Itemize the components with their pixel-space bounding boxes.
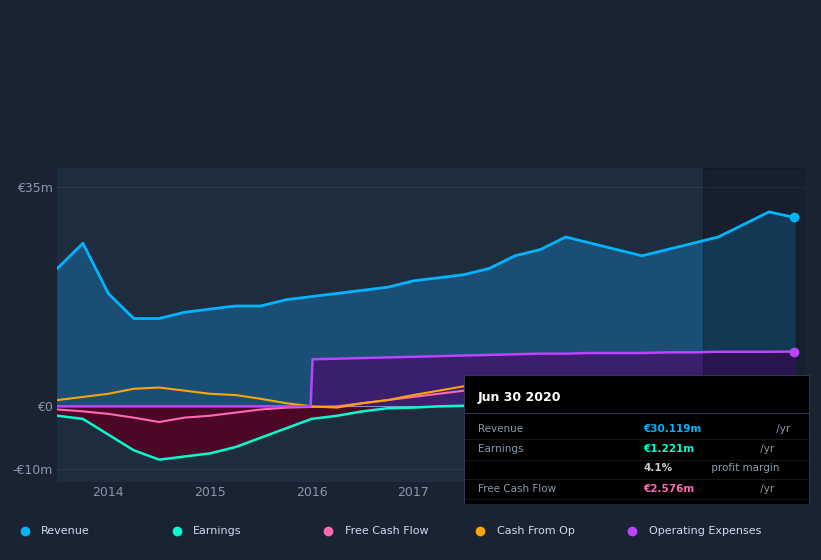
Text: Operating Expenses: Operating Expenses [478, 526, 583, 536]
Text: /yr: /yr [757, 526, 774, 536]
Text: €1.221m: €1.221m [643, 445, 695, 455]
Text: 4.1%: 4.1% [643, 463, 672, 473]
Text: Free Cash Flow: Free Cash Flow [478, 484, 556, 494]
Text: Earnings: Earnings [193, 526, 241, 536]
Text: Jun 30 2020: Jun 30 2020 [478, 390, 562, 404]
Text: Earnings: Earnings [478, 445, 523, 455]
Text: Cash From Op: Cash From Op [497, 526, 575, 536]
Text: €2.576m: €2.576m [643, 484, 695, 494]
Text: €2.900m: €2.900m [643, 504, 695, 514]
Text: /yr: /yr [773, 424, 790, 434]
Text: Free Cash Flow: Free Cash Flow [345, 526, 429, 536]
Text: Revenue: Revenue [41, 526, 89, 536]
Text: /yr: /yr [757, 504, 774, 514]
Text: €30.119m: €30.119m [643, 424, 701, 434]
Text: /yr: /yr [757, 445, 774, 455]
Text: /yr: /yr [757, 484, 774, 494]
Text: Operating Expenses: Operating Expenses [649, 526, 761, 536]
Text: profit margin: profit margin [708, 463, 779, 473]
Text: Revenue: Revenue [478, 424, 523, 434]
Text: Cash From Op: Cash From Op [478, 504, 551, 514]
Bar [703, 168, 821, 482]
Text: €8.737m: €8.737m [643, 526, 695, 536]
